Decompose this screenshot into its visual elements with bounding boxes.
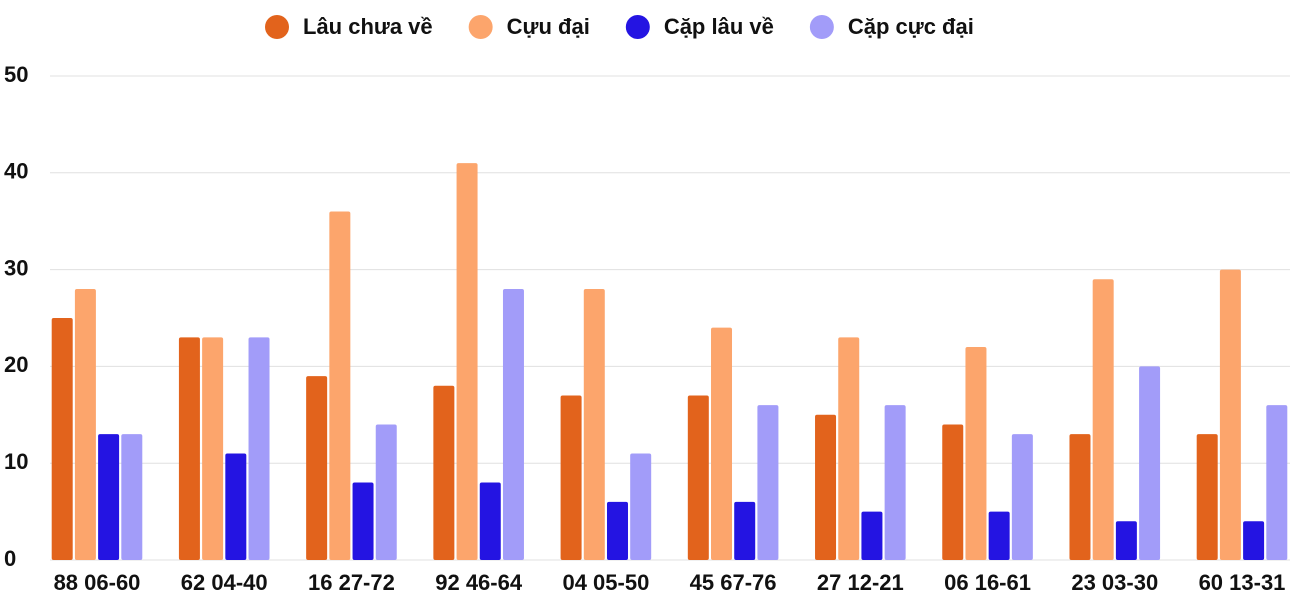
x-tick-label: 88 06-60 <box>54 570 141 595</box>
bar <box>965 347 987 560</box>
x-tick-label: 06 16-61 <box>944 570 1031 595</box>
x-tick-label: 62 04-40 <box>181 570 268 595</box>
x-tick-label: 23 03-30 <box>1071 570 1158 595</box>
bar <box>583 288 605 560</box>
y-tick-label: 10 <box>4 449 28 474</box>
bar <box>861 511 883 560</box>
bar <box>988 511 1010 560</box>
legend-marker <box>809 15 834 39</box>
legend-label: Cựu đại <box>507 14 590 39</box>
bar <box>248 337 270 560</box>
bar <box>202 337 224 560</box>
bar <box>606 501 628 560</box>
bar <box>1069 434 1091 560</box>
bar <box>734 501 756 560</box>
bar <box>630 453 652 560</box>
bar <box>352 482 374 560</box>
x-tick-label: 45 67-76 <box>690 570 777 595</box>
legend-label: Lâu chưa về <box>303 14 433 39</box>
bar <box>1139 366 1161 560</box>
bar <box>98 434 120 560</box>
bar <box>1243 521 1265 560</box>
bar <box>225 453 247 560</box>
bar <box>711 327 733 560</box>
bar <box>456 163 478 560</box>
bar <box>74 288 96 560</box>
y-tick-label: 40 <box>4 159 28 184</box>
bar <box>1219 269 1241 560</box>
bar <box>838 337 860 560</box>
bar <box>51 318 73 560</box>
x-tick-label: 27 12-21 <box>817 570 904 595</box>
legend-marker <box>468 15 493 39</box>
y-tick-label: 30 <box>4 255 28 280</box>
bar <box>1266 405 1288 560</box>
bar <box>942 424 964 560</box>
bar <box>306 376 328 560</box>
x-tick-label: 04 05-50 <box>562 570 649 595</box>
bar <box>884 405 906 560</box>
bar <box>479 482 501 560</box>
bar <box>329 211 351 560</box>
bar <box>1115 521 1137 560</box>
x-tick-label: 16 27-72 <box>308 570 395 595</box>
legend-label: Cặp lâu về <box>664 14 774 39</box>
legend-marker <box>625 15 650 39</box>
bar <box>433 385 455 560</box>
bar <box>178 337 200 560</box>
y-tick-label: 20 <box>4 352 28 377</box>
bar <box>1092 279 1114 560</box>
bar <box>1011 434 1033 560</box>
bar <box>560 395 582 560</box>
bar <box>687 395 709 560</box>
bar <box>815 414 837 560</box>
x-tick-label: 92 46-64 <box>435 570 523 595</box>
x-tick-label: 60 13-31 <box>1199 570 1286 595</box>
y-tick-label: 0 <box>4 546 16 571</box>
legend-marker <box>265 15 289 39</box>
bar <box>121 434 143 560</box>
bar <box>375 424 397 560</box>
legend-label: Cặp cực đại <box>848 14 974 39</box>
bar <box>502 288 524 560</box>
bar <box>1196 434 1218 560</box>
y-tick-label: 50 <box>4 62 28 87</box>
bar <box>757 405 779 560</box>
